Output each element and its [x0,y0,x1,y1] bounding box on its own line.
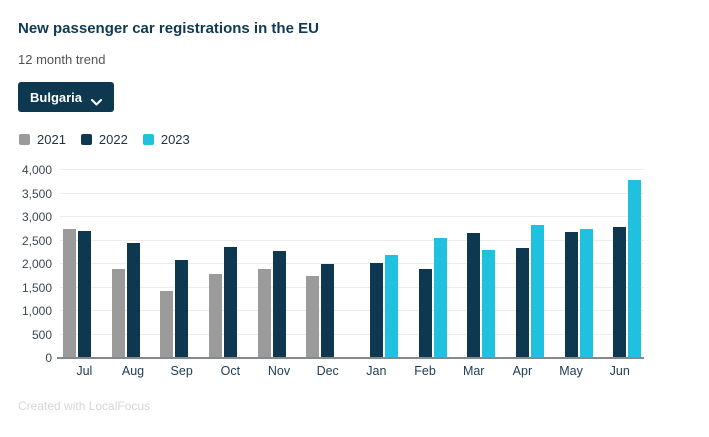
gridline [60,169,644,170]
bar-group-Aug [109,170,158,358]
legend-item-2022[interactable]: 2022 [80,132,128,147]
bar-2023-Mar[interactable] [482,250,496,358]
bar-group-Mar [449,170,498,358]
bar-2023-Apr[interactable] [530,225,544,358]
country-dropdown-label: Bulgaria [30,89,83,105]
bar-group-Jun [595,170,644,358]
bar-group-Oct [206,170,255,358]
country-dropdown[interactable]: Bulgaria [18,82,115,112]
x-tick-label-Apr: Apr [512,364,533,378]
x-tick-label-Aug: Aug [121,364,145,378]
y-tick-label: 4,000 [21,163,52,177]
gridline [60,192,644,194]
y-tick-label: 1,500 [21,280,52,295]
y-tick-label: 2,500 [21,233,52,248]
bar-2022-Nov[interactable] [272,250,286,358]
x-tick-label-Feb: Feb [414,364,436,378]
bar-2022-May[interactable] [564,232,578,358]
chevron-down-icon [91,94,103,105]
bar-group-Feb [401,170,450,358]
page-title: New passenger car registrations in the E… [18,20,319,37]
bar-2021-Sep[interactable] [160,291,174,358]
bar-group-Apr [498,170,547,358]
legend-item-2023[interactable]: 2023 [142,132,190,147]
bar-2023-Jan[interactable] [384,255,398,358]
x-tick-label-Jan: Jan [366,364,387,378]
x-tick-label-Nov: Nov [267,364,291,378]
legend-label: 2023 [160,132,190,147]
y-tick-label: 3,000 [21,210,52,224]
bar-2021-Oct[interactable] [208,274,222,358]
gridline [60,333,644,335]
chart-subtitle: 12 month trend [18,52,106,67]
bar-group-Nov [255,170,304,358]
x-tick-label-May: May [559,364,583,378]
bar-group-Dec [303,170,352,358]
gridline [60,239,644,241]
x-tick-label-Oct: Oct [220,364,241,378]
bar-2022-Dec[interactable] [321,264,335,358]
bar-groups [60,170,644,358]
gridline [60,310,644,311]
gridline [60,286,644,288]
legend-item-2021[interactable]: 2021 [19,132,66,147]
bar-2022-Jul[interactable] [77,230,91,358]
y-tick-label: 2,000 [21,257,52,271]
bar-2021-Aug[interactable] [111,268,125,358]
x-tick-label-Dec: Dec [316,364,339,378]
legend-label: 2021 [37,132,66,147]
bar-2022-Feb[interactable] [418,268,432,358]
bar-group-Sep [157,170,206,358]
bar-2022-Oct[interactable] [223,247,237,358]
bar-2022-Sep[interactable] [175,259,189,358]
gridline [60,263,644,264]
legend-label: 2022 [98,132,128,147]
bar-2022-Mar[interactable] [467,232,481,358]
plot-area [57,169,644,359]
credit-text: Created with LocalFocus [18,399,151,413]
bar-2021-Dec[interactable] [306,275,320,358]
legend-swatch-2022 [80,134,92,145]
bar-2023-May[interactable] [579,229,593,358]
bar-2021-Nov[interactable] [257,268,271,358]
bar-group-May [547,170,596,358]
bar-2022-Jun[interactable] [613,226,627,358]
x-tick-label-Jul: Jul [76,364,93,378]
x-tick-label-Mar: Mar [462,364,485,378]
x-axis-labels: Jul Aug Sep Oct Nov Dec Jan Feb Mar Apr May Jun [60,364,644,378]
chart-legend: 2021 2022 2023 [19,132,190,147]
x-axis-line [57,357,644,359]
bar-2022-Aug[interactable] [126,242,140,358]
bar-2023-Jun[interactable] [628,180,642,358]
legend-swatch-2021 [19,134,30,145]
bar-2021-Jul[interactable] [62,228,76,358]
x-tick-label-Sep: Sep [170,364,193,378]
gridline [60,216,644,217]
bar-group-Jul [60,170,109,358]
y-tick-label: 0 [45,351,52,365]
bar-2022-Apr[interactable] [515,247,529,358]
y-tick-label: 500 [31,327,52,342]
y-tick-label: 1,000 [21,304,52,318]
y-tick-label: 3,500 [21,186,52,201]
bar-2022-Jan[interactable] [369,263,383,358]
bar-2023-Feb[interactable] [433,238,447,358]
legend-swatch-2023 [142,134,154,145]
bar-group-Jan [352,170,401,358]
x-tick-label-Jun: Jun [609,364,630,378]
